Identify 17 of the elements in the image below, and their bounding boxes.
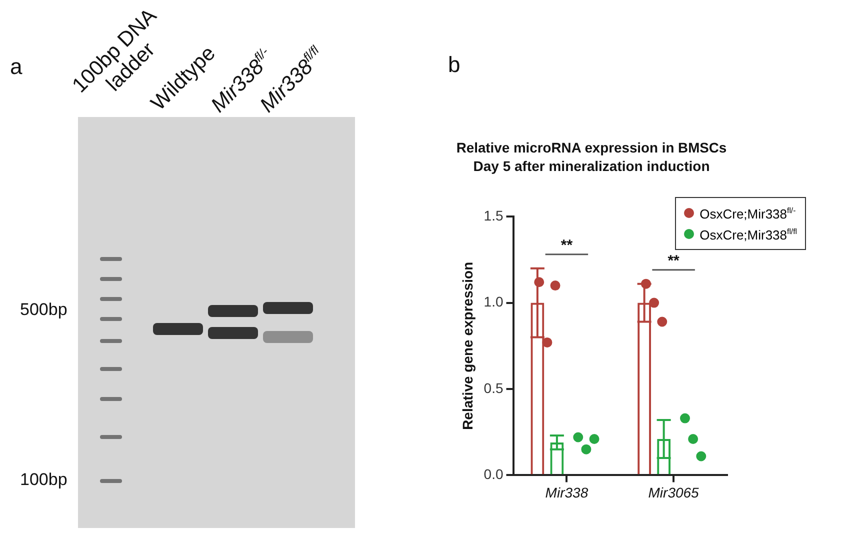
chart-title: Relative microRNA expression in BMSCs (456, 139, 727, 156)
text: b (448, 52, 460, 78)
y-tick-label: 0.5 (484, 380, 504, 396)
text: 100bp (20, 470, 68, 490)
y-tick-label: 0.0 (484, 466, 504, 482)
legend-label: OsxCre;Mir338$^{fl/-}$ (700, 205, 796, 224)
x-tick-label: Mir338 (545, 484, 588, 500)
annotation: ** (668, 252, 680, 270)
text: 500bp (20, 300, 68, 320)
x-tick-label: Mir3065 (648, 484, 700, 500)
chart-subtitle: Day 5 after mineralization induction (473, 158, 710, 174)
y-tick-label: 1.5 (484, 207, 504, 224)
annotation: ** (560, 236, 573, 254)
text: a (10, 54, 22, 80)
y-axis-title: Relative gene expression (459, 262, 476, 430)
y-tick-label: 1.0 (484, 294, 504, 310)
legend-label: OsxCre;Mir338$^{fl/fl}$ (700, 226, 797, 245)
